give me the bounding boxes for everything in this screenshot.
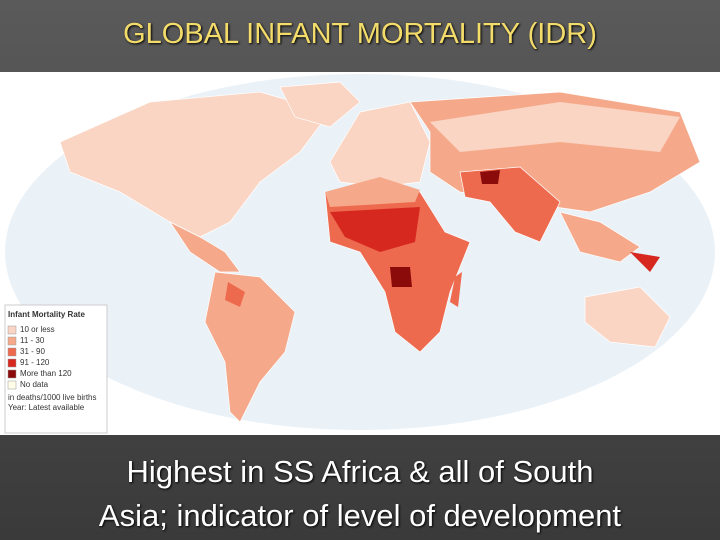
legend-label: 31 - 90 <box>20 347 45 356</box>
legend-title: Infant Mortality Rate <box>8 310 85 319</box>
legend-label: More than 120 <box>20 369 72 378</box>
legend-note: in deaths/1000 live births <box>8 393 97 402</box>
slide-title: GLOBAL INFANT MORTALITY (IDR) <box>123 18 597 50</box>
caption-line: Asia; indicator of level of development <box>98 498 622 533</box>
caption: Highest in SS Africa & all of South Asia… <box>0 450 720 538</box>
legend-note: Year: Latest available <box>8 403 85 412</box>
caption-line: Highest in SS Africa & all of South <box>126 454 594 489</box>
legend: Infant Mortality Rate 10 or less 11 - 30 3… <box>4 304 108 434</box>
legend-swatch <box>7 380 17 390</box>
legend-swatch <box>7 325 17 335</box>
legend-swatch <box>7 358 17 368</box>
legend-label: 11 - 30 <box>20 336 45 345</box>
legend-label: 91 - 120 <box>20 358 50 367</box>
legend-swatch <box>7 336 17 346</box>
legend-label: 10 or less <box>20 325 55 334</box>
legend-swatch <box>7 369 17 379</box>
legend-label: No data <box>20 380 49 389</box>
world-map: Infant Mortality Rate 10 or less 11 - 30 3… <box>0 72 720 435</box>
legend-swatch <box>7 347 17 357</box>
